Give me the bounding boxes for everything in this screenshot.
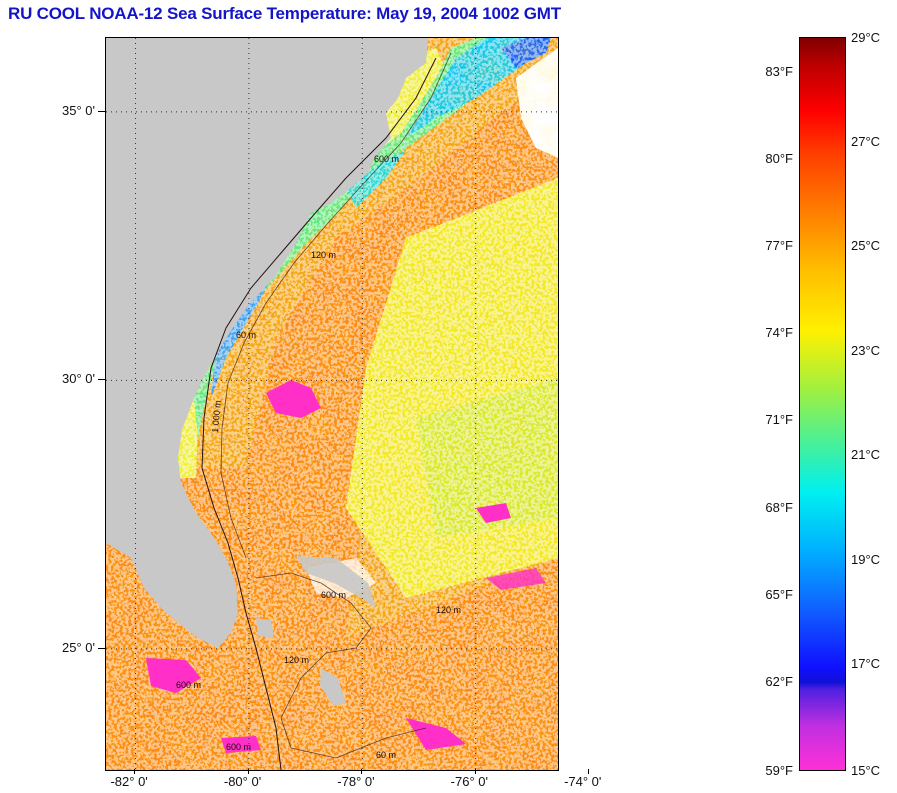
sst-map: 600 m 120 m 60 m 1 000 m 600 m 600 m 120…: [105, 37, 559, 771]
latitude-tick: [98, 110, 105, 112]
map-title: RU COOL NOAA-12 Sea Surface Temperature:…: [8, 4, 561, 23]
longitude-label: -80° 0': [223, 774, 262, 789]
contour-label: 600 m: [226, 742, 251, 752]
longitude-tick: [474, 769, 476, 774]
colorbar-fahrenheit-label: 77°F: [765, 238, 793, 254]
contour-label: 60 m: [376, 750, 396, 760]
colorbar-fahrenheit-label: 83°F: [765, 63, 793, 79]
colorbar-celsius-label: 23°C: [851, 342, 881, 358]
temperature-colorbar: [799, 37, 846, 771]
colorbar-fahrenheit-label: 68°F: [765, 499, 793, 515]
longitude-tick: [134, 769, 136, 774]
longitude-label: -74° 0': [564, 774, 602, 789]
colorbar-celsius-label: 17°C: [851, 656, 881, 672]
longitude-tick: [361, 769, 363, 774]
colorbar-celsius-label: 25°C: [851, 238, 881, 254]
contour-label: 600 m: [321, 590, 346, 600]
latitude-label: 35° 0': [62, 102, 95, 118]
colorbar-celsius-label: 21°C: [851, 447, 881, 463]
colorbar-fahrenheit-label: 74°F: [765, 325, 793, 341]
longitude-tick: [247, 769, 249, 774]
contour-label: 60 m: [236, 330, 256, 340]
contour-label: 120 m: [284, 655, 309, 665]
longitude-label: -78° 0': [337, 774, 375, 789]
contour-label: 600 m: [374, 154, 399, 164]
colorbar-fahrenheit-label: 59°F: [765, 763, 793, 778]
contour-label: 120 m: [311, 250, 336, 260]
latitude-label: 25° 0': [62, 639, 95, 655]
colorbar-fahrenheit-label: 62°F: [765, 673, 793, 689]
longitude-label: -82° 0': [110, 774, 148, 789]
contour-label: 1 000 m: [210, 400, 223, 433]
latitude-tick: [98, 379, 105, 381]
graticule: [106, 38, 558, 770]
colorbar-celsius-label: 15°C: [851, 763, 881, 778]
contour-label: 120 m: [436, 605, 461, 615]
latitude-label: 30° 0': [62, 371, 95, 387]
colorbar-fahrenheit-label: 65°F: [765, 586, 793, 602]
colorbar-fahrenheit-label: 71°F: [765, 412, 793, 428]
sst-map-graphic: 600 m 120 m 60 m 1 000 m 600 m 600 m 120…: [106, 38, 558, 770]
longitude-tick: [588, 769, 590, 774]
contour-label: 600 m: [176, 680, 201, 690]
longitude-label: -76° 0': [450, 774, 488, 789]
colorbar-fahrenheit-label: 80°F: [765, 151, 793, 166]
colorbar-celsius-label: 29°C: [851, 30, 881, 45]
colorbar-celsius-label: 27°C: [851, 133, 881, 149]
colorbar-celsius-label: 19°C: [851, 551, 881, 567]
latitude-tick: [98, 647, 105, 649]
